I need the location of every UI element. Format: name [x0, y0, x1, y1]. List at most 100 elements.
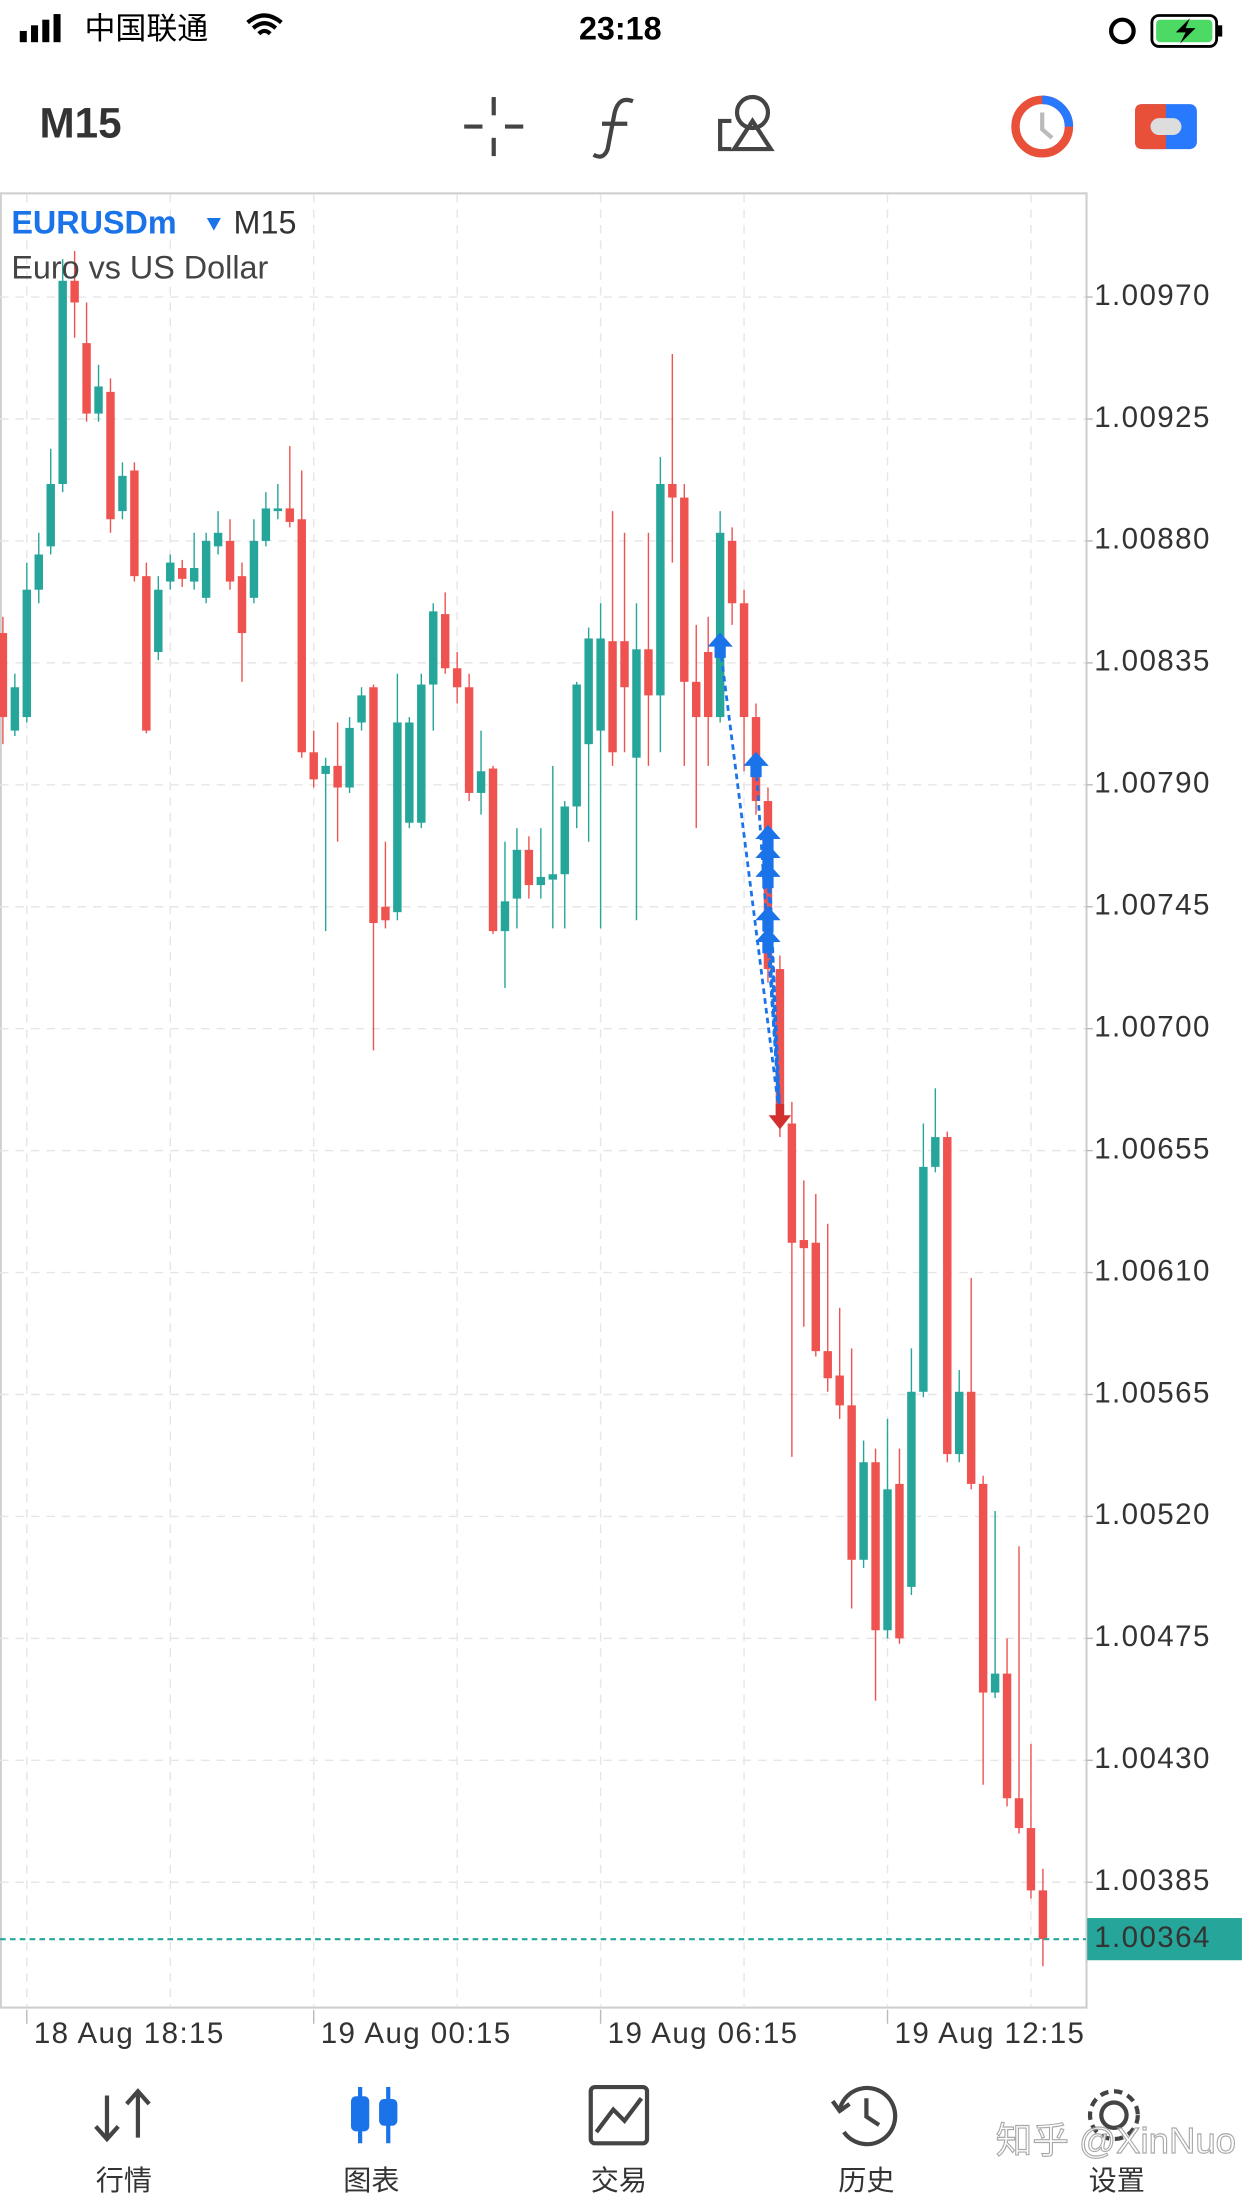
- account-button[interactable]: [1040, 112, 1054, 140]
- candle-body: [429, 611, 438, 685]
- objects-button[interactable]: [718, 118, 732, 152]
- exit-arrow: [768, 1104, 792, 1130]
- watermark: 知乎 @XinNuo: [996, 2120, 1236, 2161]
- objects-button[interactable]: [734, 94, 771, 131]
- tab-label[interactable]: 设置: [1089, 2165, 1145, 2196]
- quotes-icon[interactable]: [125, 2088, 151, 2138]
- tab-label[interactable]: 交易: [591, 2165, 647, 2196]
- trade-button[interactable]: [1135, 104, 1197, 150]
- candle-body: [417, 684, 426, 823]
- history-icon[interactable]: [837, 2085, 898, 2147]
- candle-body: [464, 687, 474, 793]
- candle-body: [476, 771, 486, 793]
- candle-body: [990, 1673, 1000, 1693]
- objects-button[interactable]: [730, 117, 775, 152]
- status-bar: 中国联通 23:18: [19, 10, 1223, 48]
- candle-body: [943, 1137, 952, 1455]
- symbol[interactable]: EURUSDm: [11, 205, 176, 241]
- last-price-box: [1087, 1918, 1242, 1961]
- candle-body: [309, 752, 318, 780]
- candle-body: [142, 576, 151, 731]
- settings-icon[interactable]: [1099, 2100, 1129, 2130]
- candle-body: [225, 540, 235, 582]
- y-tick-label: 1.00385: [1094, 1864, 1211, 1897]
- x-tick-label: 18 Aug 18:15: [34, 2017, 225, 2050]
- candle-body: [154, 589, 163, 653]
- candle-body: [835, 1375, 844, 1406]
- history-icon[interactable]: [830, 2099, 851, 2114]
- candle-body: [393, 722, 402, 913]
- candle-body: [656, 484, 665, 696]
- candle-body: [692, 681, 701, 718]
- objects-button[interactable]: [718, 94, 775, 152]
- candle-body: [823, 1351, 832, 1379]
- candle-body: [1014, 1798, 1024, 1829]
- settings-icon[interactable]: [1087, 2089, 1140, 2142]
- status-bar: [42, 19, 50, 43]
- y-tick-label: 1.00700: [1094, 1010, 1211, 1043]
- y-tick-label: 1.00430: [1094, 1742, 1211, 1775]
- quotes-icon[interactable]: [94, 2095, 120, 2143]
- settings-icon[interactable]: [1087, 2089, 1140, 2142]
- candle-body: [285, 508, 295, 522]
- status-bar: [1218, 25, 1223, 37]
- status-bar: [1150, 14, 1219, 48]
- status-bar: [246, 13, 283, 36]
- candle-body: [440, 614, 450, 669]
- candle-body: [680, 497, 689, 682]
- toolbar: M15: [39, 94, 1197, 159]
- dropdown-icon[interactable]: [206, 217, 221, 231]
- timeframe-button[interactable]: M15: [39, 100, 121, 147]
- candle-body: [512, 849, 522, 899]
- history-icon[interactable]: [864, 2098, 881, 2127]
- indicators-button[interactable]: [592, 97, 634, 159]
- chart-icon[interactable]: [379, 2099, 398, 2126]
- chart-timeframe: M15: [234, 205, 297, 241]
- candle-body: [572, 684, 581, 807]
- candle-body: [189, 568, 199, 582]
- trade-button[interactable]: [1150, 118, 1182, 136]
- quotes-icon[interactable]: [94, 2088, 151, 2143]
- tab-label[interactable]: 行情: [96, 2165, 152, 2196]
- history-icon[interactable]: [830, 2085, 898, 2147]
- tab-bar: 行情 图表 交易 历史 设置: [94, 2084, 1145, 2196]
- crosshair-button[interactable]: [464, 97, 524, 157]
- trade-icon[interactable]: [594, 2097, 644, 2134]
- chart-icon[interactable]: [350, 2096, 370, 2132]
- buy-arrow: [755, 824, 781, 851]
- trade-icon[interactable]: [588, 2084, 650, 2146]
- candle-body: [919, 1166, 928, 1392]
- candle-body: [70, 280, 79, 303]
- account-button[interactable]: [1041, 95, 1074, 127]
- candle-body: [560, 806, 569, 875]
- y-tick-label: 1.00655: [1094, 1132, 1211, 1165]
- account-button[interactable]: [1011, 95, 1074, 158]
- tab-label[interactable]: 历史: [838, 2165, 894, 2196]
- candle-body: [177, 568, 187, 579]
- buy-arrow: [755, 862, 781, 889]
- axes: 1.00970 1.00925 1.00880 1.00835 1.00790 1.007…: [26, 279, 1242, 2050]
- candle-body: [130, 470, 139, 577]
- candle-body: [955, 1391, 964, 1455]
- chart-icon[interactable]: [350, 2087, 398, 2144]
- candle-body: [381, 906, 390, 921]
- buy-arrow: [743, 751, 769, 778]
- trade-line: [718, 646, 782, 1119]
- candle-body: [608, 641, 617, 753]
- candle-body: [94, 386, 103, 414]
- candle-body: [727, 540, 737, 604]
- candle-body: [297, 519, 306, 753]
- clock: 23:18: [579, 10, 662, 46]
- last-price-label: 1.00364: [1094, 1921, 1211, 1954]
- trade-icon[interactable]: [588, 2084, 650, 2146]
- tab-label[interactable]: 图表: [343, 2165, 399, 2196]
- candle-body: [811, 1242, 821, 1352]
- candle-body: [668, 484, 677, 498]
- y-tick-label: 1.00565: [1094, 1376, 1211, 1409]
- chart-header: EURUSDm M15 Euro vs US Dollar: [11, 205, 296, 286]
- plot: [0, 250, 1086, 1967]
- candle-body: [715, 532, 725, 718]
- candle-body: [739, 603, 749, 718]
- candle-body: [0, 633, 8, 718]
